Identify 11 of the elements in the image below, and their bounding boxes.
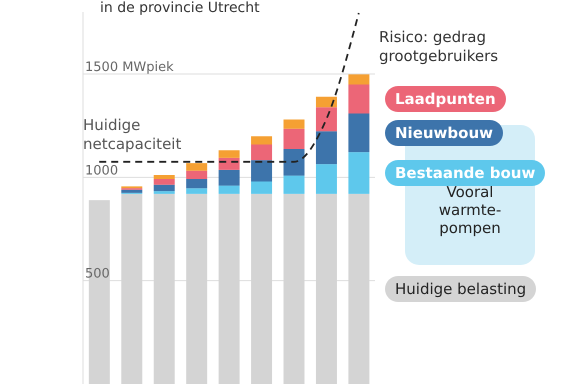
chart-title: in de provincie Utrecht — [100, 0, 260, 16]
series-label: Huidige belasting — [385, 276, 536, 302]
y-tick-label: 500 — [85, 266, 110, 282]
series-label: Laadpunten — [385, 86, 506, 112]
series-label: Huidige netcapaciteit — [83, 116, 182, 154]
series-label: Nieuwbouw — [385, 120, 503, 146]
series-label: Risico: gedrag grootgebruikers — [379, 28, 500, 66]
y-tick-label: 1000 — [85, 163, 118, 178]
text: Vooral warmte-pompen — [438, 183, 502, 237]
y-tick-label: 1500 MWpiek — [85, 60, 174, 75]
series-label: Bestaande bouw — [395, 164, 536, 182]
